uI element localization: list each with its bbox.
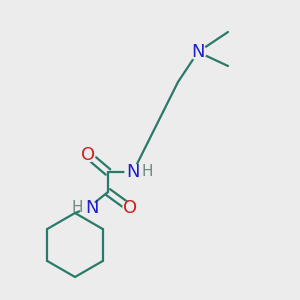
Circle shape: [123, 201, 137, 215]
Text: N: N: [85, 199, 99, 217]
Text: H: H: [71, 200, 83, 215]
Circle shape: [190, 44, 206, 60]
Circle shape: [81, 148, 95, 162]
Circle shape: [125, 164, 141, 180]
Text: N: N: [191, 43, 205, 61]
Text: N: N: [126, 163, 140, 181]
Text: H: H: [141, 164, 153, 179]
Circle shape: [80, 200, 96, 216]
Text: O: O: [123, 199, 137, 217]
Text: O: O: [81, 146, 95, 164]
